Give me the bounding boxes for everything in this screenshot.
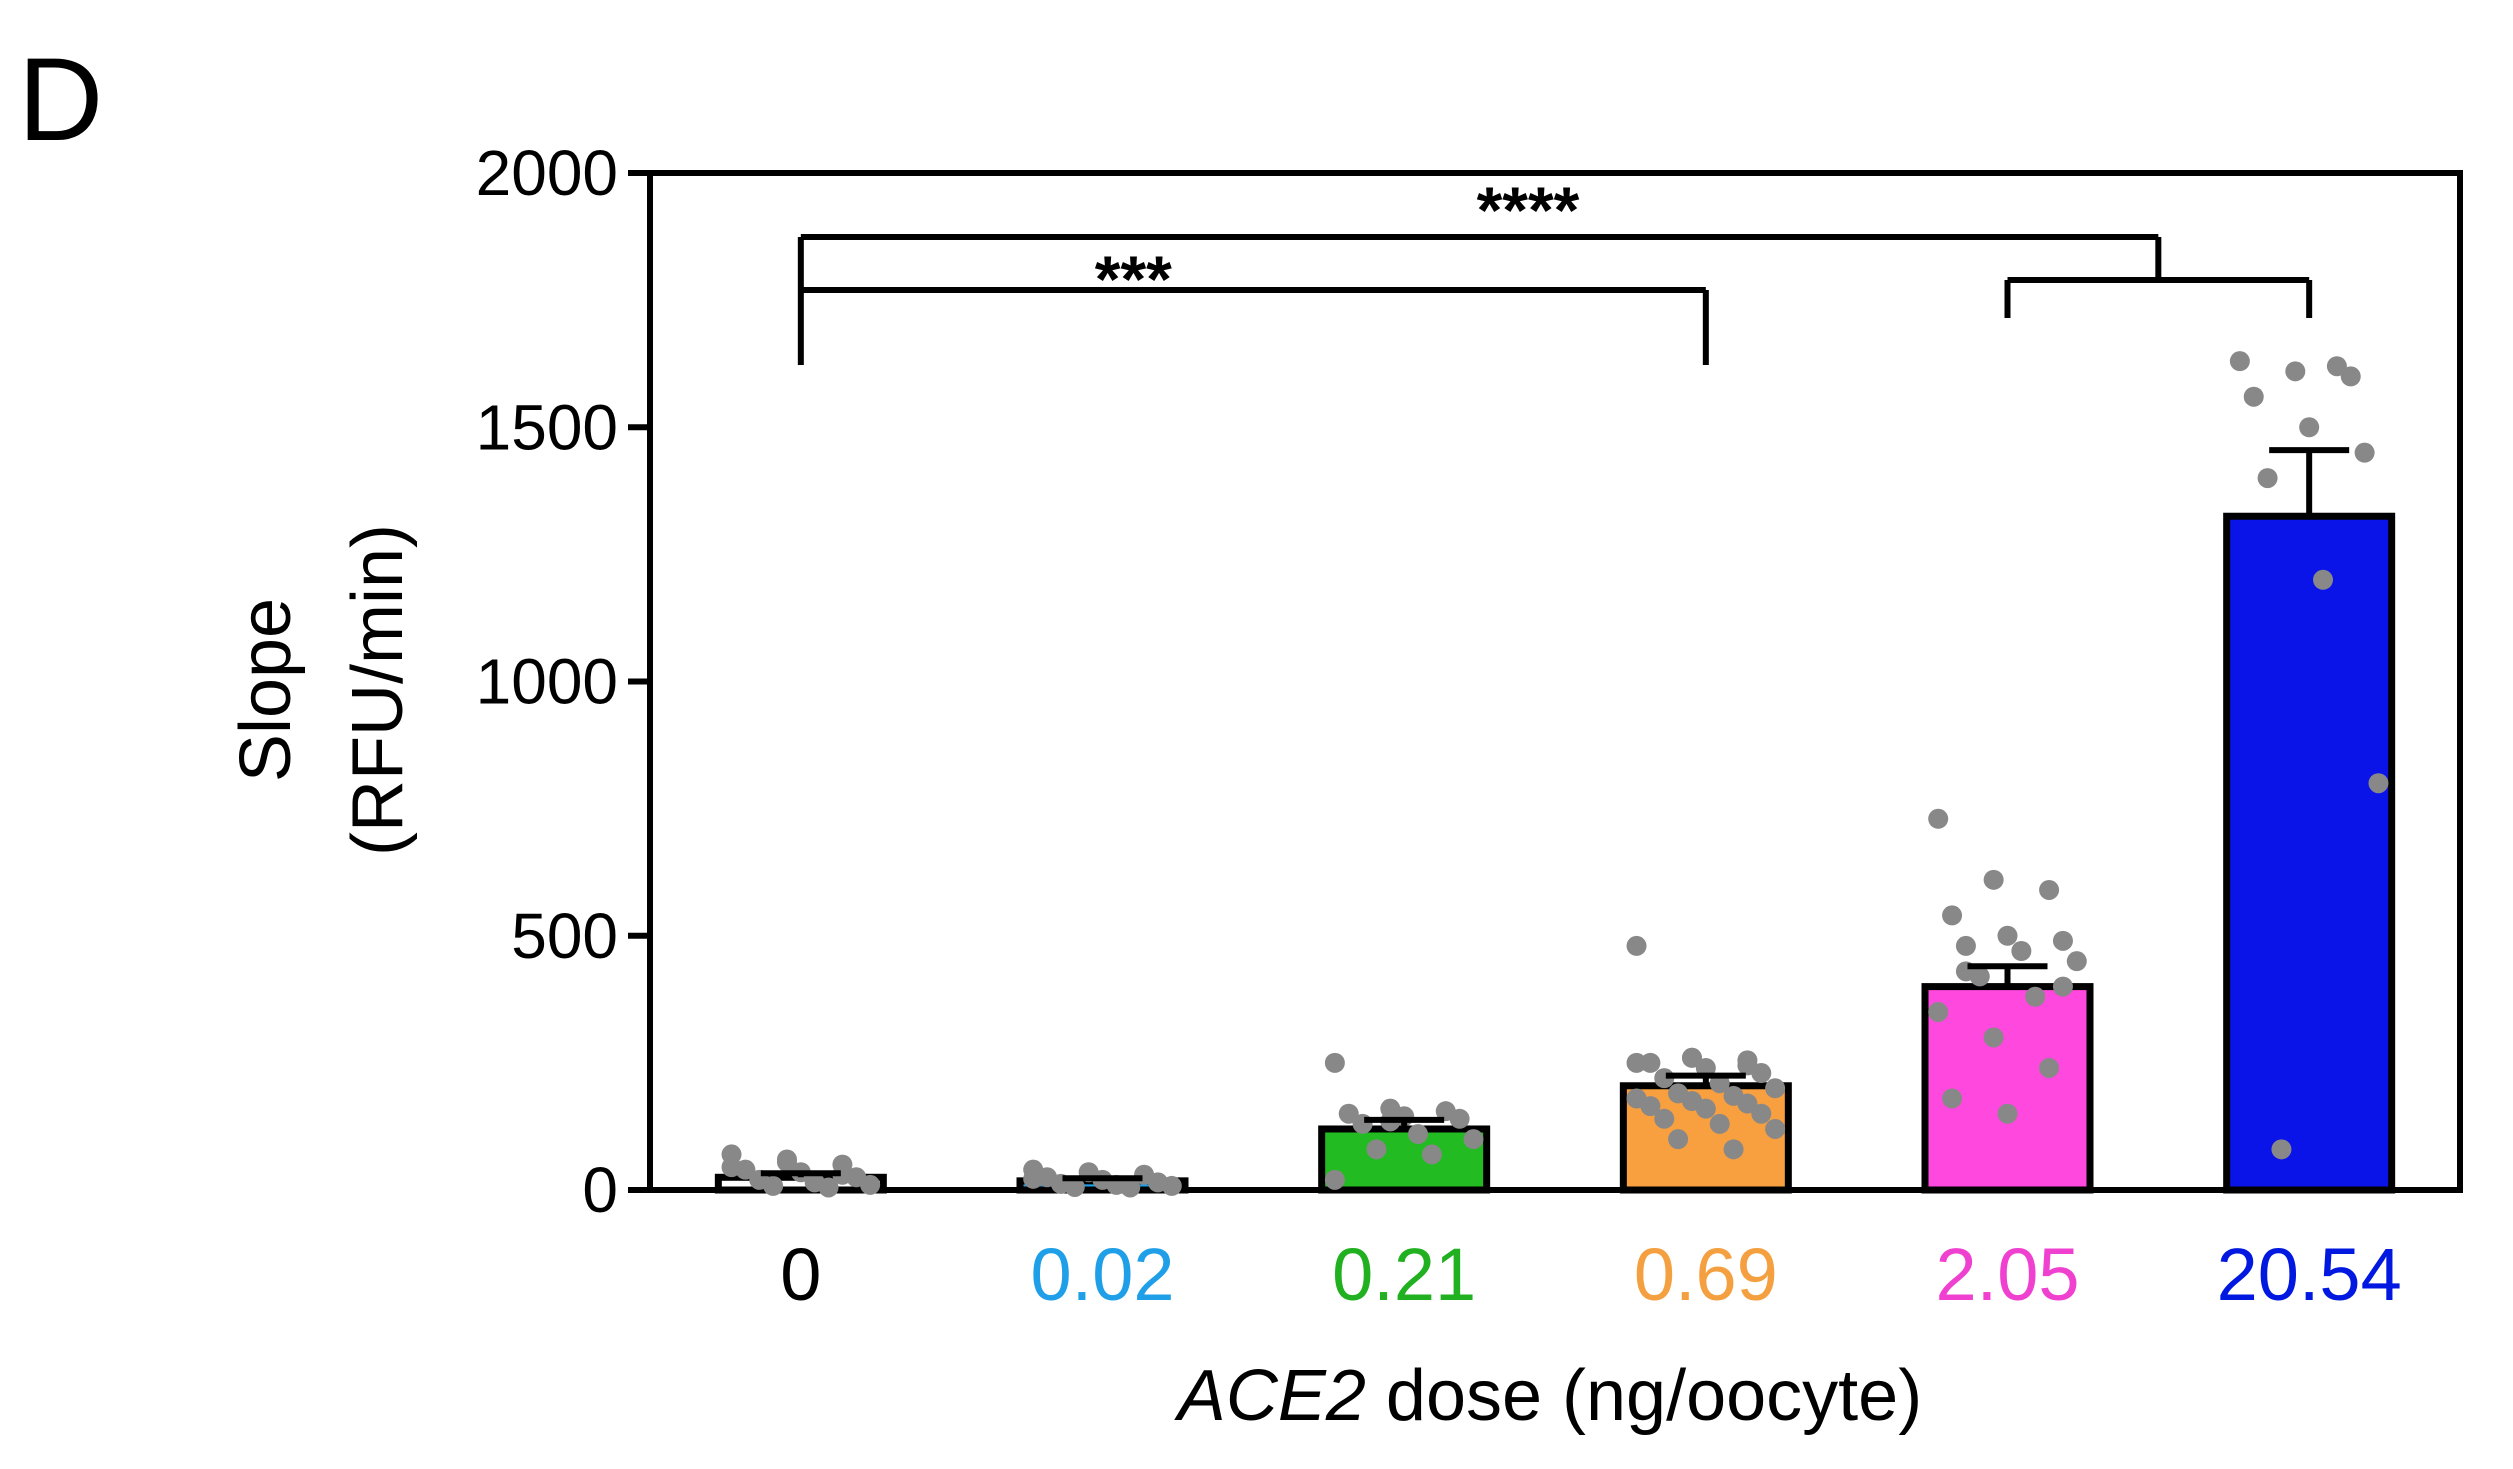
data-point — [1654, 1108, 1675, 1129]
y-tick-label: 500 — [511, 900, 618, 972]
y-tick-label: 1500 — [476, 391, 618, 463]
data-point — [1408, 1124, 1429, 1145]
x-tick-label: 0.21 — [1332, 1233, 1476, 1316]
y-tick-label: 0 — [582, 1154, 618, 1226]
data-points-group — [721, 351, 2389, 1198]
data-point — [2039, 879, 2060, 900]
data-point — [2354, 442, 2375, 463]
x-axis-title-rest: dose (ng/oocyte) — [1366, 1356, 1922, 1436]
data-point — [1709, 1113, 1730, 1134]
error-bars-group — [760, 447, 2350, 1182]
data-point — [1120, 1177, 1141, 1198]
bar — [1318, 1125, 1491, 1194]
data-point — [1626, 1052, 1647, 1073]
data-point — [2243, 386, 2264, 407]
data-point — [1928, 808, 1949, 829]
data-point — [2340, 366, 2361, 387]
significance-brackets: ******* — [797, 173, 2313, 365]
data-point — [2066, 951, 2087, 972]
data-point — [1928, 1002, 1949, 1023]
data-point — [721, 1157, 742, 1178]
significance-label: **** — [1477, 173, 1580, 247]
data-point — [2299, 417, 2320, 438]
data-point — [818, 1177, 839, 1198]
data-point — [1765, 1078, 1786, 1099]
x-axis-title: ACE2 dose (ng/oocyte) — [1174, 1356, 1922, 1436]
data-point — [1023, 1168, 1044, 1189]
data-point — [2039, 1057, 2060, 1078]
y-axis-title-line1: Slope — [226, 598, 306, 782]
data-point — [2313, 569, 2334, 590]
data-point — [860, 1174, 881, 1195]
significance-label: *** — [1095, 242, 1172, 316]
y-tick-label: 1000 — [476, 646, 618, 718]
y-axis-title: Slope (RFU/min) — [226, 524, 418, 856]
data-point — [1983, 1027, 2004, 1048]
data-point — [2052, 976, 2073, 997]
data-point — [2025, 986, 2046, 1007]
panel-label: D — [18, 34, 103, 166]
data-point — [1983, 869, 2004, 890]
x-tick-label: 20.54 — [2217, 1233, 2402, 1316]
data-point — [763, 1175, 784, 1196]
data-point — [1737, 1055, 1758, 1076]
data-point — [1366, 1139, 1387, 1160]
data-point — [1723, 1139, 1744, 1160]
data-point — [832, 1164, 853, 1185]
data-point — [1161, 1175, 1182, 1196]
data-point — [2271, 1139, 2292, 1160]
bar — [2223, 512, 2396, 1194]
data-point — [1640, 1052, 1661, 1073]
data-point — [1421, 1144, 1442, 1165]
data-point — [2285, 361, 2306, 382]
data-point — [1942, 1088, 1963, 1109]
y-tick-label: 2000 — [476, 137, 618, 209]
bar — [1921, 983, 2094, 1194]
data-point — [1695, 1098, 1716, 1119]
data-point — [1064, 1176, 1085, 1197]
data-point — [2368, 773, 2389, 794]
data-point — [1324, 1169, 1345, 1190]
data-point — [1668, 1129, 1689, 1150]
data-point — [1955, 935, 1976, 956]
data-point — [2326, 356, 2347, 377]
data-point — [1449, 1108, 1470, 1129]
data-point — [1626, 935, 1647, 956]
data-point — [1942, 905, 1963, 926]
data-point — [1997, 1103, 2018, 1124]
x-axis: 0 0.02 0.21 0.69 2.05 20.54 — [780, 1233, 2402, 1316]
data-point — [1338, 1103, 1359, 1124]
data-point — [1997, 925, 2018, 946]
data-point — [1765, 1118, 1786, 1139]
x-tick-label: 0.69 — [1634, 1233, 1778, 1316]
y-axis-title-line2: (RFU/min) — [338, 524, 418, 856]
data-point — [1324, 1052, 1345, 1073]
data-point — [2257, 468, 2278, 489]
plot-area — [647, 170, 2463, 1193]
data-point — [1681, 1047, 1702, 1068]
data-point — [2011, 941, 2032, 962]
data-point — [1737, 1093, 1758, 1114]
data-point — [1751, 1103, 1772, 1124]
data-point — [1463, 1129, 1484, 1150]
x-tick-label: 2.05 — [1935, 1233, 2079, 1316]
bars-group — [714, 512, 2396, 1194]
data-point — [1640, 1096, 1661, 1117]
y-axis: 0 500 1000 1500 2000 — [476, 137, 650, 1226]
data-point — [776, 1149, 797, 1170]
data-point — [2229, 351, 2250, 372]
data-point — [2052, 930, 2073, 951]
x-tick-label: 0.02 — [1030, 1233, 1174, 1316]
plot-frame — [647, 170, 2463, 1193]
x-axis-title-gene: ACE2 — [1174, 1356, 1366, 1436]
x-tick-label: 0 — [780, 1233, 821, 1316]
